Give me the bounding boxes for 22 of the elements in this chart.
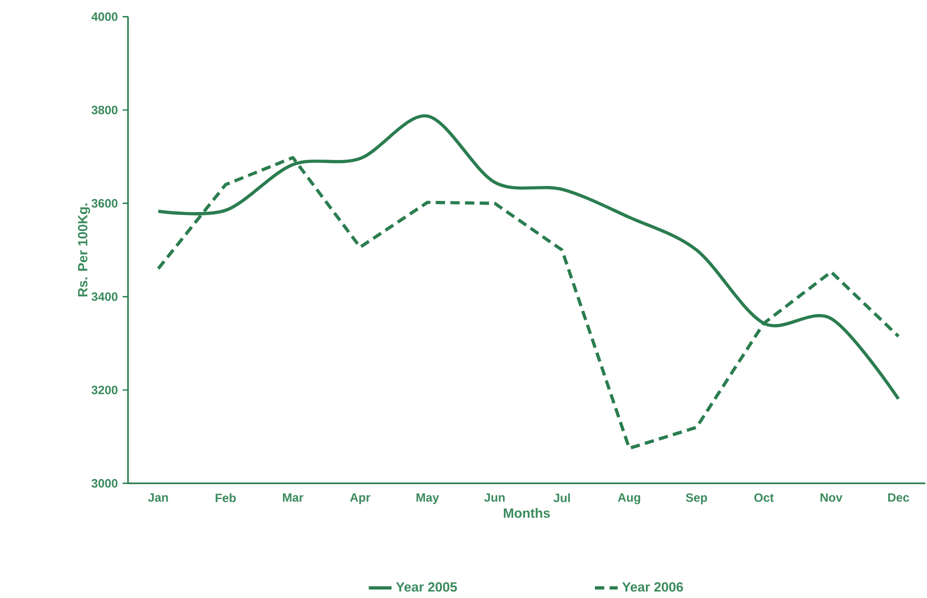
x-tick-label: Feb: [216, 493, 236, 502]
legend-label: Year 2006: [622, 582, 684, 592]
y-tick-label: 3000: [92, 479, 118, 488]
x-tick-label: Jan: [148, 493, 168, 502]
x-tick-label: Apr: [350, 493, 370, 504]
x-tick-label: Nov: [820, 493, 842, 502]
x-tick-label: May: [416, 493, 440, 504]
y-tick-label: 3200: [92, 386, 118, 394]
y-tick-label: 3800: [92, 106, 118, 114]
y-tick-label: 3400: [92, 292, 118, 301]
y-tick-label: 4000: [91, 12, 118, 21]
y-axis-title: Rs. Per 100Kg.: [78, 204, 90, 296]
legend-label: Year 2005: [396, 582, 457, 592]
x-tick-label: Sep: [686, 493, 708, 504]
x-tick-label: Aug: [618, 493, 640, 504]
x-tick-label: Oct: [754, 493, 774, 502]
x-tick-label: Jul: [554, 493, 570, 502]
x-tick-label: Dec: [888, 493, 910, 502]
x-tick-label: Mar: [282, 493, 304, 502]
y-tick-label: 3600: [92, 199, 118, 208]
x-axis-title: Months: [504, 508, 550, 518]
x-tick-label: Jun: [484, 493, 505, 502]
